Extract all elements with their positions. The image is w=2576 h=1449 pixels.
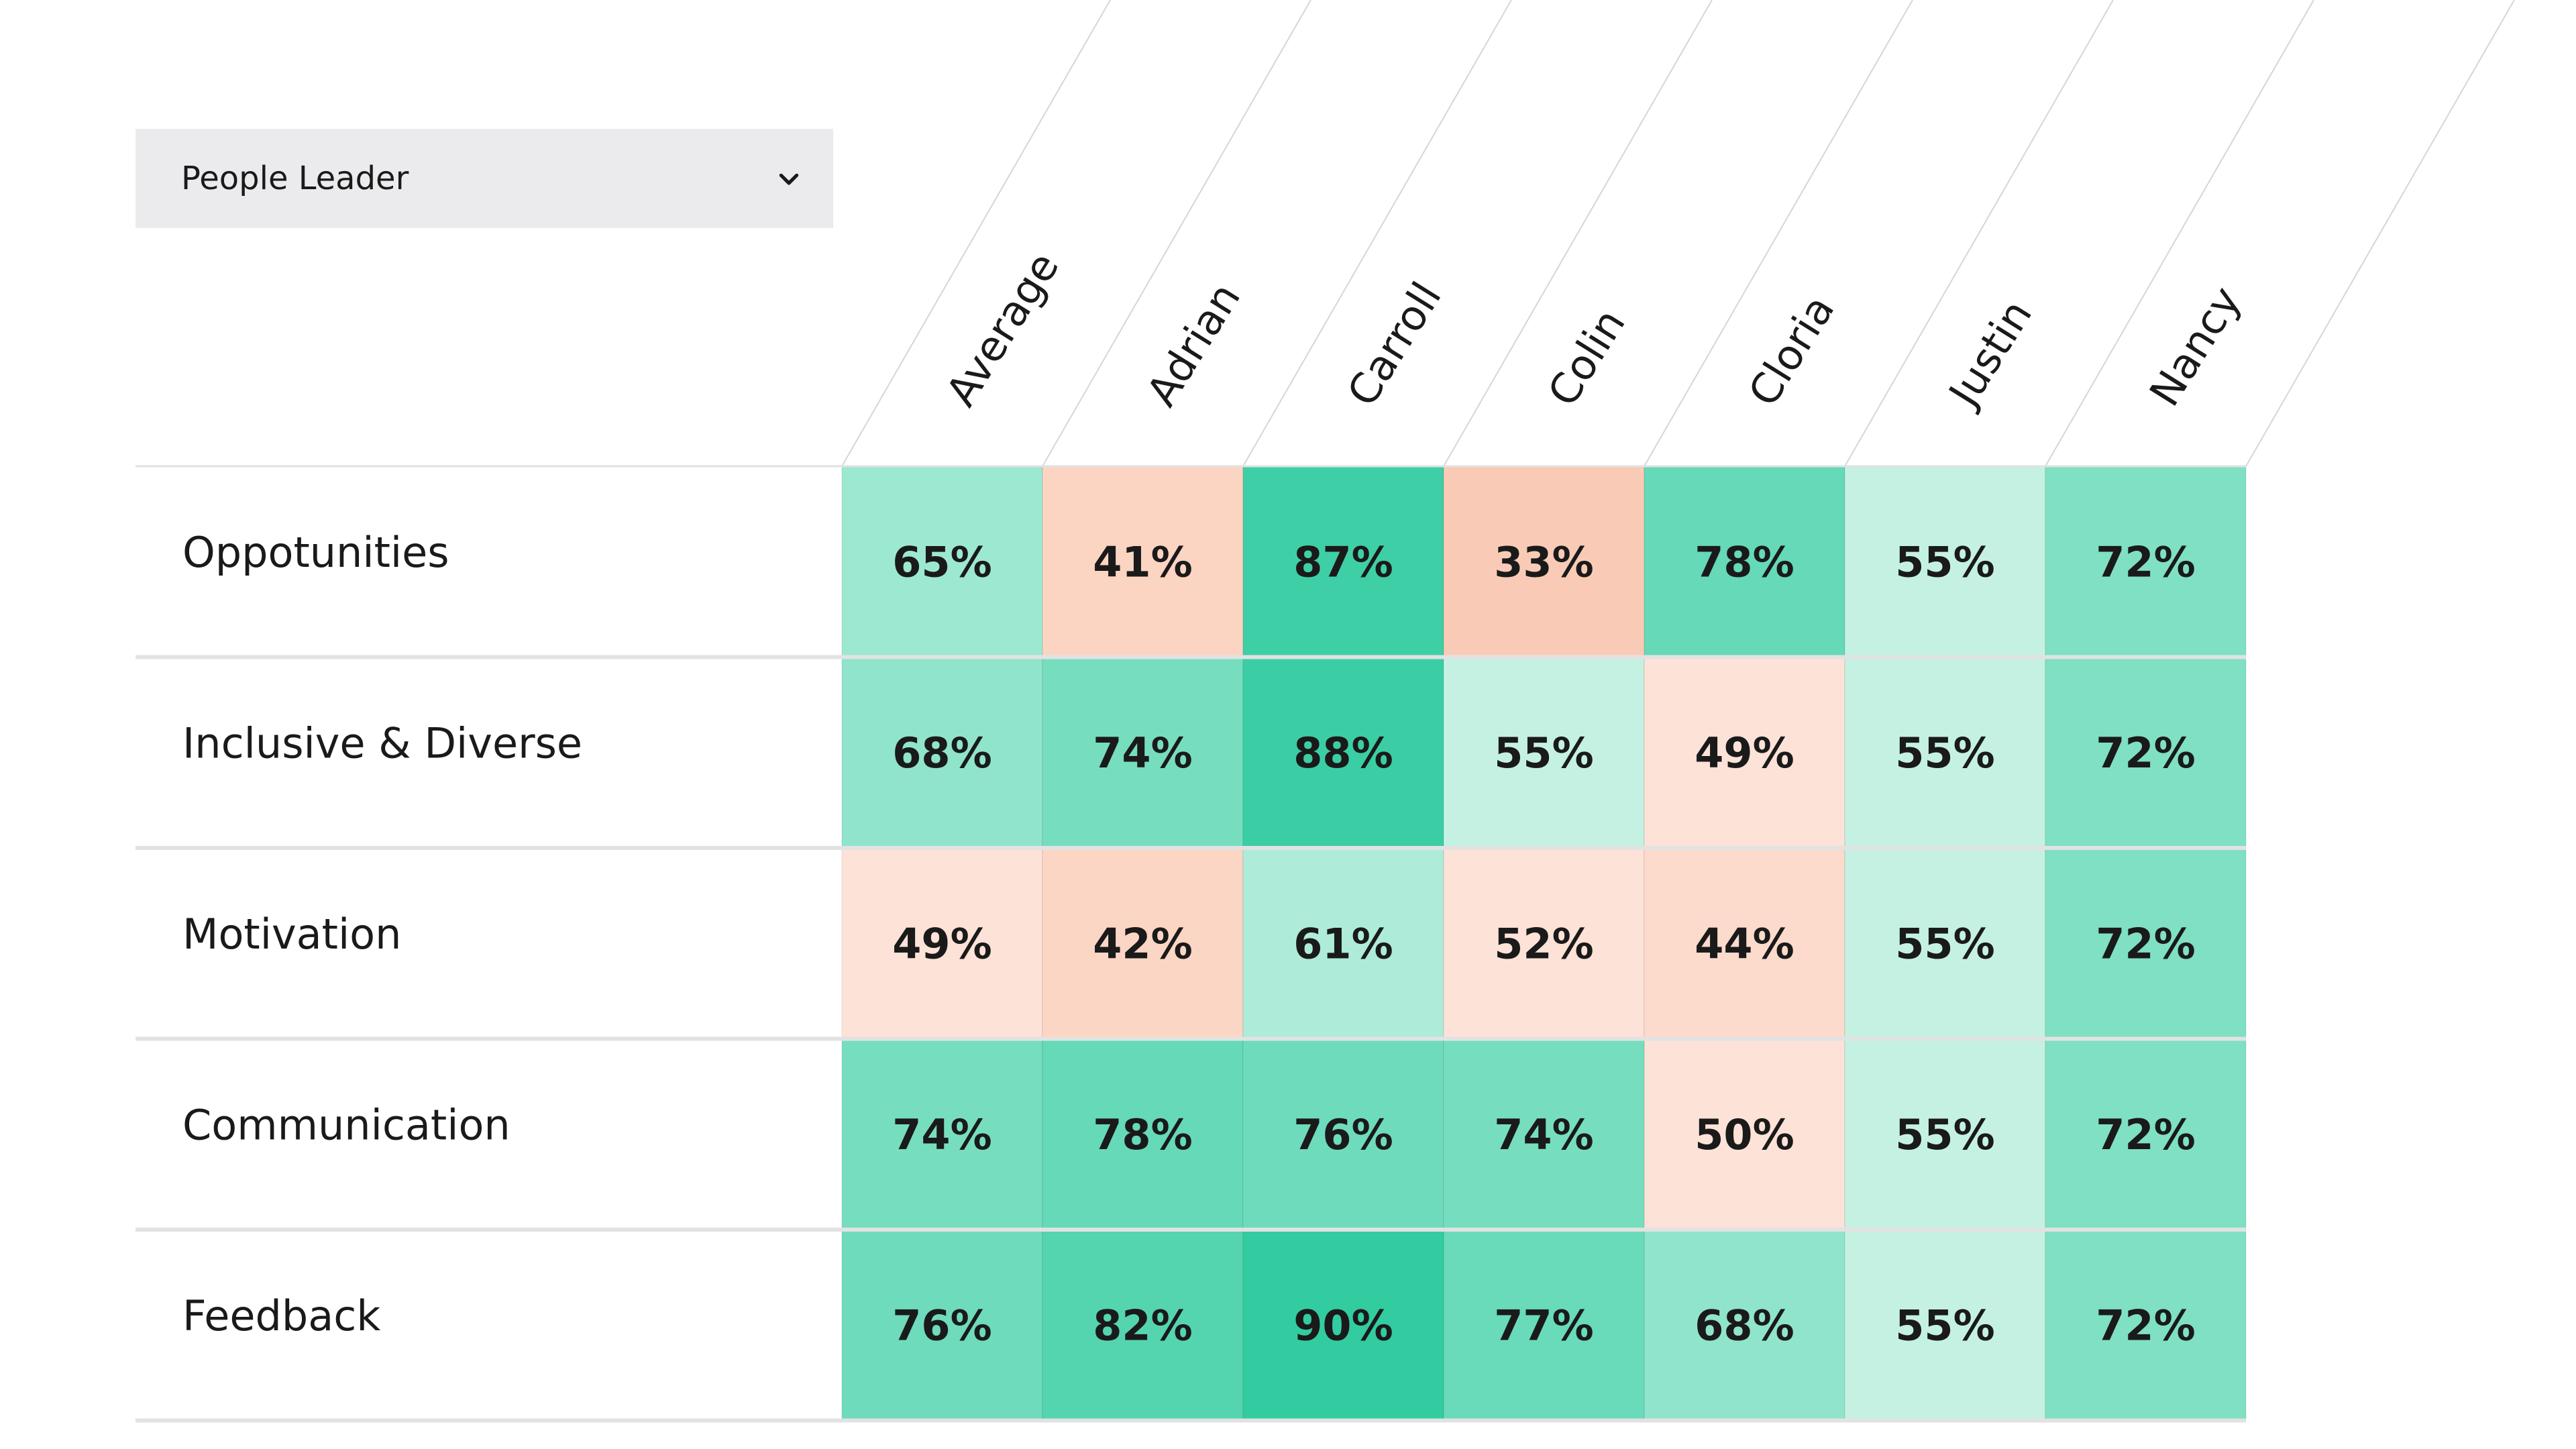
role-filter-dropdown[interactable]: People Leader bbox=[136, 129, 833, 228]
heatmap-cell bbox=[841, 656, 1043, 849]
cell-value-label: 78% bbox=[1695, 537, 1794, 586]
column-label: Colin bbox=[1538, 301, 1635, 415]
column-header-divider bbox=[1042, 0, 1311, 467]
heatmap-cell bbox=[1443, 1038, 1645, 1230]
cell-value-label: 74% bbox=[892, 1110, 991, 1159]
cell-value-label: 72% bbox=[2096, 1301, 2195, 1350]
cell-value-label: 87% bbox=[1293, 537, 1393, 586]
heatmap-cell bbox=[1443, 656, 1645, 849]
cell-value-label: 49% bbox=[892, 919, 991, 968]
cell-value-label: 68% bbox=[1695, 1301, 1794, 1350]
heatmap-cell bbox=[1844, 1229, 2046, 1421]
cell-value-label: 61% bbox=[1293, 919, 1393, 968]
cell-value-label: 42% bbox=[1093, 919, 1192, 968]
cell-value-label: 55% bbox=[1895, 919, 1994, 968]
cell-value-label: 72% bbox=[2096, 919, 2195, 968]
column-header-divider bbox=[2245, 0, 2515, 467]
column-label: Average bbox=[936, 244, 1069, 415]
cell-value-label: 50% bbox=[1695, 1110, 1794, 1159]
heatmap-cell bbox=[2045, 1038, 2247, 1230]
cell-value-label: 41% bbox=[1093, 537, 1192, 586]
cell-value-label: 65% bbox=[892, 537, 991, 586]
heatmap-cell bbox=[2045, 466, 2247, 658]
heatmap-cell bbox=[841, 847, 1043, 1040]
column-header-divider bbox=[2045, 0, 2314, 467]
cell-value-label: 72% bbox=[2096, 537, 2195, 586]
cell-value-label: 55% bbox=[1895, 537, 1994, 586]
cell-value-label: 78% bbox=[1093, 1110, 1192, 1159]
column-header-divider bbox=[1844, 0, 2114, 467]
cell-value-label: 82% bbox=[1093, 1301, 1192, 1350]
column-label: Cloria bbox=[1739, 286, 1844, 415]
cell-value-label: 74% bbox=[1093, 729, 1192, 777]
row-label: Oppotunities bbox=[182, 528, 449, 577]
cell-value-label: 44% bbox=[1695, 919, 1794, 968]
cell-value-label: 77% bbox=[1494, 1301, 1593, 1350]
column-header-divider bbox=[1443, 0, 1713, 467]
column-label: Carroll bbox=[1338, 274, 1451, 415]
heatmap-cell bbox=[1644, 847, 1845, 1040]
cell-value-label: 55% bbox=[1494, 729, 1593, 777]
column-header-divider bbox=[1242, 0, 1512, 467]
cell-value-label: 90% bbox=[1293, 1301, 1393, 1350]
column-header-divider bbox=[841, 0, 1111, 467]
cell-value-label: 49% bbox=[1695, 729, 1794, 777]
cell-value-label: 72% bbox=[2096, 1110, 2195, 1159]
cell-value-label: 52% bbox=[1494, 919, 1593, 968]
column-labels: Average Adrian Carroll Colin Cloria Justin Nan… bbox=[936, 244, 2251, 417]
cell-value-label: 74% bbox=[1494, 1110, 1593, 1159]
heatmap-cell bbox=[1644, 466, 1845, 658]
row-dividers bbox=[136, 465, 2246, 1423]
heatmap-cell bbox=[1042, 847, 1244, 1040]
row-label: Feedback bbox=[182, 1291, 380, 1340]
cell-value-label: 68% bbox=[892, 729, 991, 777]
column-label: Nancy bbox=[2140, 278, 2251, 415]
column-label: Adrian bbox=[1137, 274, 1250, 415]
heatmap-cells: 65% 41% 87% 33% 78% 55% 72% 68% 74% 88% 55% 49% 55% 7… bbox=[841, 466, 2247, 1421]
heatmap-cell bbox=[1042, 1038, 1244, 1230]
column-label: Justin bbox=[1938, 291, 2041, 417]
heatmap-cell bbox=[1644, 1038, 1845, 1230]
heatmap-cell bbox=[1443, 847, 1645, 1040]
heatmap-cell bbox=[1644, 1229, 1845, 1421]
cell-value-label: 55% bbox=[1895, 729, 1994, 777]
heatmap-cell bbox=[2045, 847, 2247, 1040]
heatmap-cell bbox=[1443, 1229, 1645, 1421]
row-labels: Oppotunities Inclusive & Diverse Motivatio… bbox=[182, 528, 582, 1340]
cell-value-label: 33% bbox=[1494, 537, 1593, 586]
row-label: Inclusive & Diverse bbox=[182, 719, 582, 768]
chevron-down-icon[interactable] bbox=[770, 160, 808, 197]
heatmap-cell bbox=[1844, 466, 2046, 658]
cell-value-label: 88% bbox=[1293, 729, 1393, 777]
row-label: Communication bbox=[182, 1101, 511, 1150]
column-header-divider bbox=[1644, 0, 1913, 467]
heatmap-cell bbox=[1042, 656, 1244, 849]
heatmap-cell bbox=[1844, 1038, 2046, 1230]
heatmap-cell bbox=[1644, 656, 1845, 849]
cell-value-label: 76% bbox=[1293, 1110, 1393, 1159]
cell-value-label: 72% bbox=[2096, 729, 2195, 777]
heatmap-cell bbox=[841, 1038, 1043, 1230]
cell-value-label: 76% bbox=[892, 1301, 991, 1350]
dropdown-selected-value: People Leader bbox=[181, 160, 409, 197]
heatmap-cell bbox=[1844, 847, 2046, 1040]
heatmap-cell bbox=[1242, 1038, 1444, 1230]
row-label: Motivation bbox=[182, 910, 401, 959]
heatmap-cell bbox=[841, 1229, 1043, 1421]
column-header-dividers bbox=[841, 0, 2515, 467]
heatmap-cell bbox=[1242, 466, 1444, 658]
cell-value-label: 55% bbox=[1895, 1110, 1994, 1159]
cell-value-label: 55% bbox=[1895, 1301, 1994, 1350]
heatmap-cell bbox=[1242, 656, 1444, 849]
heatmap-cell bbox=[2045, 1229, 2247, 1421]
